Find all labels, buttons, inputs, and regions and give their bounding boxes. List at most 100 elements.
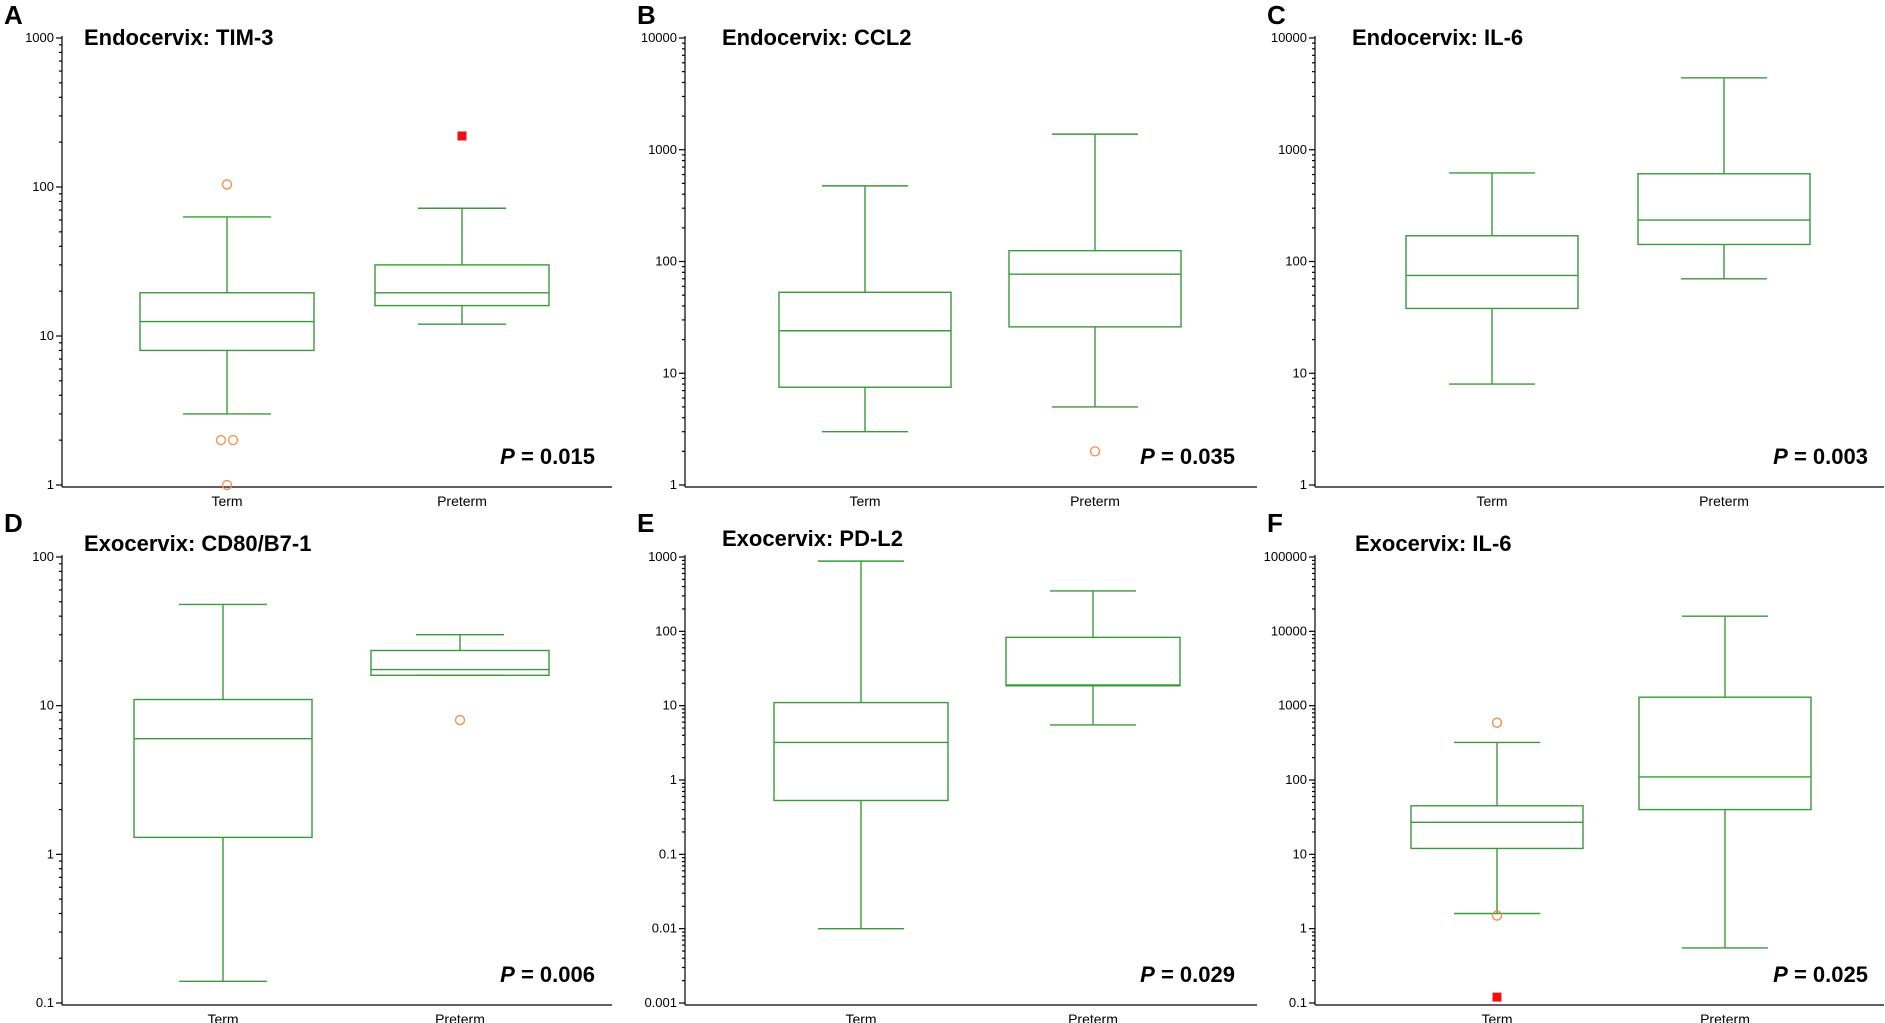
- p-value-label: P = 0.025: [1773, 962, 1868, 987]
- panel-letter: B: [637, 0, 656, 30]
- p-value-symbol: P: [1140, 444, 1155, 469]
- p-value-symbol: P: [500, 444, 515, 469]
- y-tick-label: 0.1: [1289, 995, 1307, 1010]
- chart-title: Exocervix: PD-L2: [722, 526, 903, 551]
- y-tick-label: 1: [1300, 477, 1307, 492]
- outlier-point: [1089, 446, 1101, 457]
- box-iqr: [778, 291, 952, 388]
- p-value-symbol: P: [1773, 444, 1788, 469]
- p-value-label: P = 0.029: [1140, 962, 1235, 987]
- y-tick-label: 100: [655, 623, 677, 638]
- p-value-label: P = 0.015: [500, 444, 595, 469]
- p-value-symbol: P: [1140, 962, 1155, 987]
- y-tick-label: 10: [40, 698, 54, 713]
- box-iqr: [1405, 235, 1579, 310]
- box-iqr: [133, 698, 313, 839]
- p-value-label: P = 0.006: [500, 962, 595, 987]
- x-category-label: Preterm: [1700, 1011, 1750, 1023]
- x-category-label: Term: [845, 1011, 876, 1023]
- p-value-text: = 0.029: [1155, 962, 1235, 987]
- y-tick-label: 1: [47, 846, 54, 861]
- p-value-label: P = 0.035: [1140, 444, 1235, 469]
- p-value-text: = 0.025: [1788, 962, 1868, 987]
- x-category-label: Preterm: [435, 1011, 485, 1023]
- box-term: [773, 560, 949, 930]
- y-tick-label: 1000: [25, 30, 54, 45]
- y-tick-label: 1: [670, 477, 677, 492]
- outlier-point: [227, 434, 239, 446]
- box-preterm: [1637, 77, 1811, 280]
- y-tick-label: 1000: [648, 549, 677, 564]
- p-value-symbol: P: [1773, 962, 1788, 987]
- y-tick-label: 1000: [1278, 142, 1307, 157]
- y-tick-label: 0.1: [36, 995, 54, 1010]
- box-iqr: [374, 264, 550, 307]
- chart-title: Endocervix: CCL2: [722, 25, 912, 50]
- y-tick-label: 0.001: [644, 995, 677, 1010]
- panel-letter: C: [1267, 0, 1286, 30]
- panel-letter: F: [1267, 508, 1283, 538]
- chart-panel-d: D Exocervix: CD80/B7-1 0.1 1 10 100 Term Preter…: [4, 508, 612, 1023]
- box-iqr: [1005, 636, 1181, 687]
- y-tick-label: 1000: [648, 142, 677, 157]
- box-preterm: [1638, 615, 1812, 949]
- x-category-label: Term: [849, 493, 880, 509]
- y-tick-label: 10000: [641, 30, 677, 45]
- outlier-point: [1491, 717, 1503, 728]
- box-term: [139, 216, 315, 415]
- panel-letter: D: [4, 508, 23, 538]
- panel-letter: E: [637, 508, 654, 538]
- chart-panel-e: E Exocervix: PD-L2 0.001 0.01 0.1 1 10 100 1000 T…: [637, 508, 1257, 1023]
- box-preterm: [374, 207, 550, 325]
- outlier-point: [221, 179, 233, 190]
- outlier-point: [454, 714, 466, 726]
- p-value-text: = 0.006: [515, 962, 595, 987]
- chart-panel-b: B Endocervix: CCL2 1 10 100 1000 10000 Term Pret…: [637, 0, 1257, 509]
- x-category-label: Term: [1481, 1011, 1512, 1023]
- box-preterm: [370, 634, 550, 677]
- box-term: [1410, 741, 1584, 915]
- p-value-label: P = 0.003: [1773, 444, 1868, 469]
- y-tick-label: 1: [670, 772, 677, 787]
- x-category-label: Preterm: [1699, 493, 1749, 509]
- y-tick-label: 100: [655, 254, 677, 269]
- box-iqr: [1410, 805, 1584, 850]
- outlier-point: [215, 434, 227, 446]
- y-tick-label: 10000: [1271, 623, 1307, 638]
- y-tick-label: 0.1: [659, 846, 677, 861]
- box-iqr: [773, 701, 949, 802]
- box-iqr: [370, 649, 550, 677]
- outlier-point: [1491, 910, 1503, 921]
- box-preterm: [1008, 133, 1182, 408]
- outlier-point: [221, 479, 233, 491]
- chart-title: Endocervix: TIM-3: [84, 25, 273, 50]
- y-tick-label: 10: [663, 698, 677, 713]
- p-value-text: = 0.003: [1788, 444, 1868, 469]
- box-preterm: [1005, 590, 1181, 726]
- box-iqr: [1637, 173, 1811, 246]
- y-tick-label: 100: [32, 179, 54, 194]
- y-tick-label: 100000: [1264, 549, 1307, 564]
- box-term: [1405, 172, 1579, 385]
- far-outlier-point: [457, 131, 467, 141]
- y-tick-label: 0.01: [652, 921, 677, 936]
- y-tick-label: 10000: [1271, 30, 1307, 45]
- y-tick-label: 10: [663, 365, 677, 380]
- box-term: [778, 185, 952, 433]
- chart-title: Exocervix: CD80/B7-1: [84, 531, 311, 556]
- y-tick-label: 10: [1293, 846, 1307, 861]
- box-iqr: [1008, 249, 1182, 328]
- chart-title: Exocervix: IL-6: [1355, 531, 1512, 556]
- x-category-label: Preterm: [437, 493, 487, 509]
- panel-letter: A: [4, 0, 23, 30]
- y-tick-label: 1000: [1278, 698, 1307, 713]
- p-value-text: = 0.015: [515, 444, 595, 469]
- y-tick-label: 100: [32, 549, 54, 564]
- x-category-label: Term: [1476, 493, 1507, 509]
- x-category-label: Preterm: [1068, 1011, 1118, 1023]
- far-outlier-point: [1492, 992, 1502, 1002]
- y-tick-label: 1: [1300, 921, 1307, 936]
- box-iqr: [1638, 696, 1812, 811]
- y-tick-label: 100: [1285, 254, 1307, 269]
